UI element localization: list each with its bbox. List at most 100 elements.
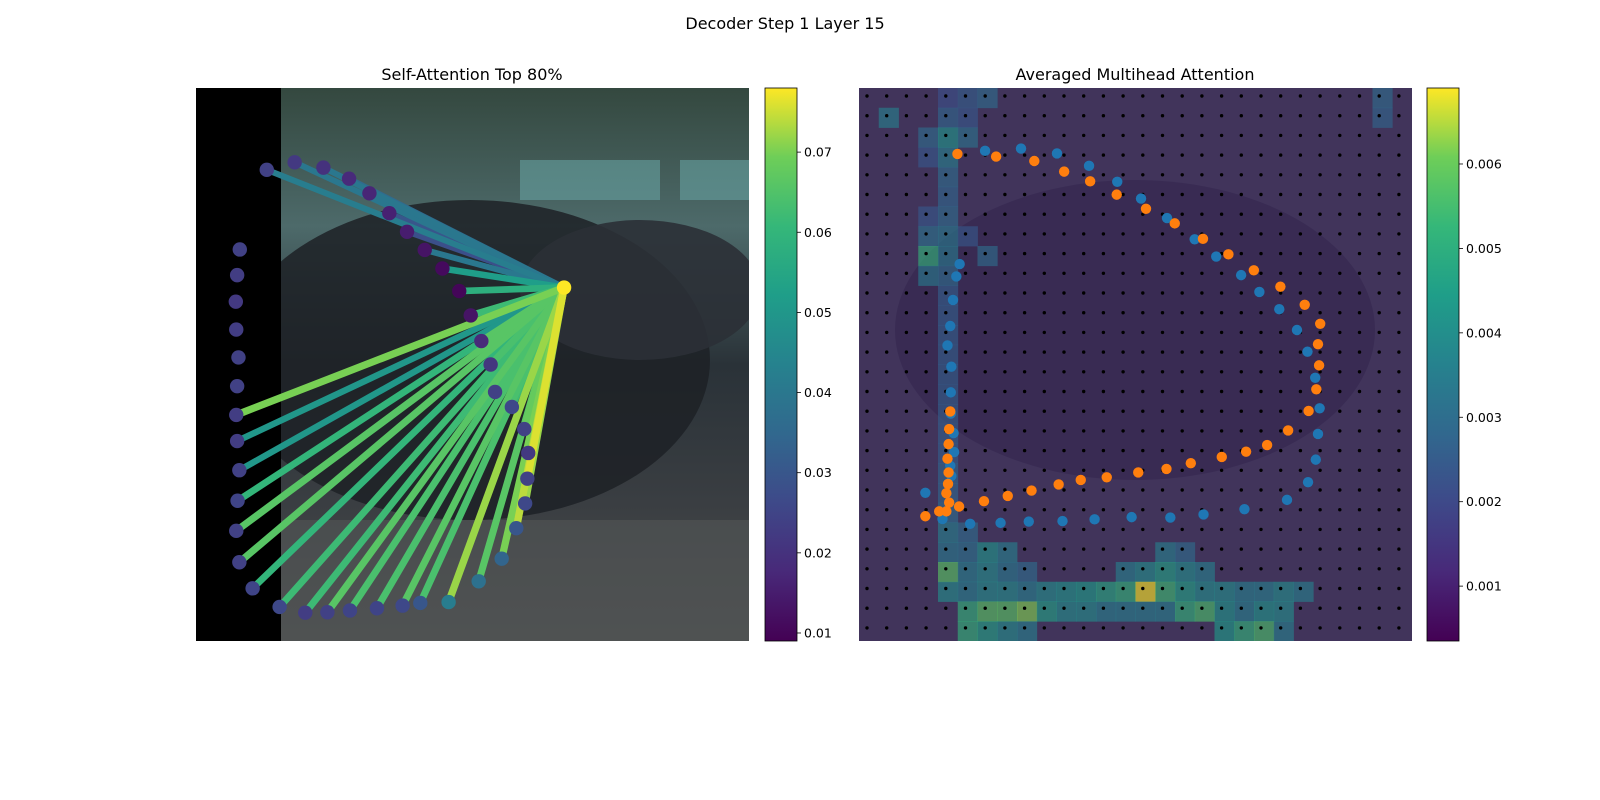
grid-dot — [1219, 508, 1224, 512]
grid-dot — [1397, 606, 1401, 610]
grid-dot — [865, 212, 869, 216]
grid-dot — [1003, 606, 1007, 610]
prediction-point — [1312, 338, 1324, 350]
grid-dot — [1042, 370, 1047, 374]
grid-dot — [1042, 271, 1047, 275]
grid-dot — [1062, 212, 1066, 216]
grid-dot — [1042, 192, 1047, 197]
grid-dot — [1062, 192, 1066, 197]
grid-dot — [1397, 508, 1401, 512]
grid-dot — [1357, 330, 1362, 335]
grid-dot — [1298, 567, 1303, 571]
attention-edge — [237, 284, 566, 474]
grid-dot — [1121, 271, 1125, 275]
grid-dot — [1082, 508, 1086, 512]
grid-dot — [924, 409, 928, 413]
grid-dot — [1141, 232, 1145, 236]
grid-dot — [1022, 488, 1027, 492]
grid-dot — [1200, 370, 1204, 374]
grid-dot — [1042, 114, 1047, 118]
grid-dot — [944, 232, 948, 236]
grid-dot — [944, 133, 948, 138]
grid-dot — [1180, 350, 1184, 354]
prediction-point — [1053, 479, 1064, 490]
grid-dot — [1180, 606, 1184, 610]
grid-dot — [1338, 133, 1342, 138]
grid-dot — [1003, 291, 1007, 295]
grid-dot — [1219, 173, 1224, 177]
grid-dot — [1298, 94, 1303, 98]
grid-dot — [1121, 429, 1125, 433]
grid-dot — [1397, 330, 1401, 335]
grid-dot — [1219, 114, 1224, 118]
heatmap-cell — [977, 562, 998, 583]
grid-dot — [1200, 94, 1204, 98]
prediction-point — [920, 487, 931, 498]
grid-dot — [1200, 606, 1204, 610]
prediction-point — [979, 145, 991, 157]
grid-dot — [1062, 586, 1066, 591]
grid-dot — [1003, 488, 1007, 492]
heatmap-cell — [918, 147, 939, 168]
grid-dot — [1377, 606, 1381, 610]
grid-dot — [1279, 114, 1283, 118]
grid-dot — [885, 527, 889, 532]
heatmap-cell — [1214, 601, 1235, 622]
grid-dot — [1357, 192, 1362, 197]
grid-dot — [1101, 350, 1106, 354]
heatmap-cell — [1194, 581, 1215, 602]
grid-dot — [885, 409, 889, 413]
prediction-point — [952, 148, 963, 160]
grid-dot — [1298, 468, 1303, 472]
grid-dot — [1338, 606, 1342, 610]
colorbar-tick-label: 0.003 — [1466, 410, 1502, 425]
grid-dot — [1259, 389, 1263, 394]
grid-dot — [1357, 212, 1362, 216]
grid-dot — [1022, 606, 1027, 610]
grid-dot — [1101, 153, 1106, 157]
prediction-point — [920, 511, 931, 522]
grid-dot — [944, 251, 948, 256]
heatmap-cell — [1115, 562, 1136, 583]
grid-dot — [963, 173, 968, 177]
grid-dot — [1318, 212, 1322, 216]
attention-point — [417, 242, 432, 258]
attention-point — [504, 399, 520, 415]
grid-dot — [1357, 389, 1362, 394]
grid-dot — [1141, 429, 1145, 433]
grid-dot — [1121, 488, 1125, 492]
grid-dot — [1357, 370, 1362, 374]
grid-dot — [1180, 173, 1184, 177]
grid-dot — [1357, 114, 1362, 118]
prediction-point — [1198, 509, 1209, 520]
heatmap-cell — [957, 88, 978, 109]
grid-dot — [885, 488, 889, 492]
grid-dot — [1160, 94, 1165, 98]
grid-dot — [944, 192, 948, 197]
grid-dot — [904, 429, 909, 433]
grid-dot — [885, 94, 889, 98]
attention-edge — [265, 167, 566, 291]
heatmap-cell — [938, 246, 959, 267]
grid-dot — [983, 192, 987, 197]
grid-dot — [1022, 389, 1027, 394]
grid-dot — [1121, 508, 1125, 512]
prediction-point — [1311, 384, 1322, 395]
grid-dot — [1219, 586, 1224, 591]
grid-dot — [1062, 350, 1066, 354]
grid-dot — [885, 271, 889, 275]
grid-dot — [1180, 527, 1184, 532]
grid-dot — [1397, 271, 1401, 275]
attention-edge — [373, 285, 568, 611]
grid-dot — [1180, 567, 1184, 571]
grid-dot — [1022, 626, 1027, 630]
grid-dot — [1298, 311, 1303, 315]
grid-dot — [1003, 232, 1007, 236]
grid-dot — [1219, 232, 1224, 236]
grid-dot — [1219, 271, 1224, 275]
grid-dot — [1318, 114, 1322, 118]
grid-dot — [904, 409, 909, 413]
grid-dot — [1022, 212, 1027, 216]
grid-dot — [1101, 133, 1106, 138]
grid-dot — [924, 389, 928, 394]
